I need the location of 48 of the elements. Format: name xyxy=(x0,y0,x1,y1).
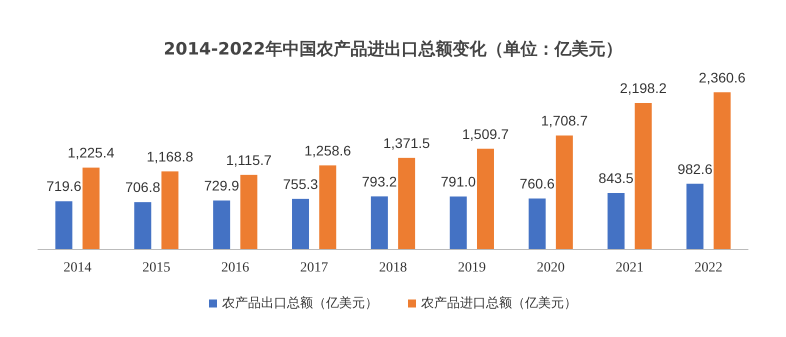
x-tick-label: 2019 xyxy=(458,260,486,276)
data-label: 755.3 xyxy=(282,176,318,192)
bar xyxy=(55,201,72,249)
data-label: 843.5 xyxy=(598,170,634,186)
bar xyxy=(608,192,625,249)
data-label: 1,708.7 xyxy=(541,112,588,129)
x-tick-label: 2020 xyxy=(536,260,565,276)
bar xyxy=(161,171,178,249)
data-label: 1,225.4 xyxy=(68,144,115,161)
bar xyxy=(370,196,388,249)
data-label: 2,360.6 xyxy=(698,69,746,86)
bar xyxy=(82,168,100,249)
bar xyxy=(134,202,152,249)
bar xyxy=(476,148,494,249)
legend-label: 农产品进口总额（亿美元） xyxy=(421,295,577,311)
data-label: 729.9 xyxy=(204,178,240,194)
data-label: 791.0 xyxy=(440,173,476,190)
bar xyxy=(686,184,704,249)
data-label: 982.6 xyxy=(677,160,713,177)
x-tick-label: 2014 xyxy=(63,260,92,276)
bar xyxy=(556,136,573,249)
data-label: 1,371.5 xyxy=(383,134,430,151)
bar xyxy=(634,103,652,249)
data-label: 719.6 xyxy=(46,178,82,194)
bar xyxy=(528,198,546,249)
data-label: 2,198.2 xyxy=(620,80,667,96)
bar xyxy=(450,196,467,249)
data-label: 760.6 xyxy=(520,175,555,192)
data-label: 706.8 xyxy=(125,179,160,196)
x-tick-label: 2015 xyxy=(142,260,170,276)
data-label: 1,115.7 xyxy=(226,152,272,168)
bar xyxy=(319,165,336,249)
bar xyxy=(714,92,731,249)
x-tick-label: 2022 xyxy=(694,260,723,276)
bar xyxy=(240,174,258,249)
x-tick-label: 2018 xyxy=(379,260,407,276)
x-tick-label: 2021 xyxy=(616,260,644,276)
x-tick-label: 2017 xyxy=(300,260,328,276)
bar xyxy=(398,158,416,249)
x-tick-label: 2016 xyxy=(221,260,250,276)
bar xyxy=(292,198,310,249)
data-label: 1,509.7 xyxy=(462,126,510,142)
data-label: 1,168.8 xyxy=(146,148,194,164)
bar xyxy=(213,200,230,249)
data-label: 793.2 xyxy=(362,173,398,190)
legend-label: 农产品出口总额（亿美元） xyxy=(222,295,378,311)
chart-title: 2014-2022年中国农产品进出口总额变化（单位：亿美元） xyxy=(164,40,622,60)
data-label: 1,258.6 xyxy=(304,142,352,158)
